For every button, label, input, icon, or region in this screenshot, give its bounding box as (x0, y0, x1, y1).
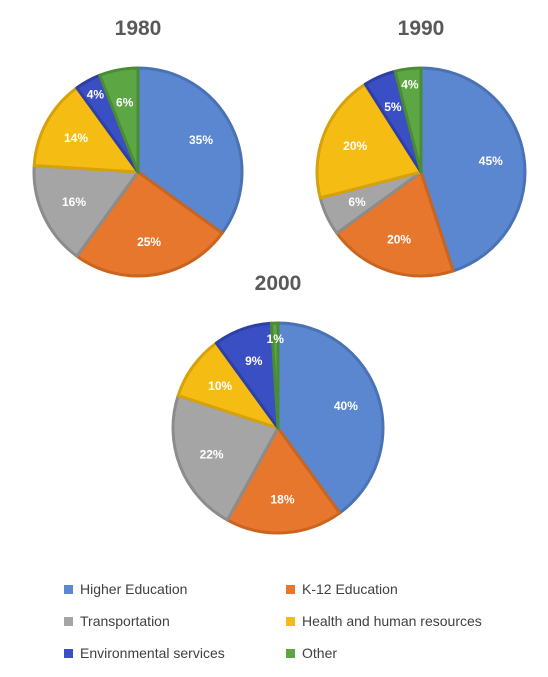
data-label-environmental-services: 5% (384, 100, 402, 114)
legend-item-higher-education: Higher Education (64, 580, 286, 598)
legend-label: Transportation (80, 613, 170, 629)
data-label-k-12-education: 25% (137, 235, 161, 249)
data-label-other: 1% (267, 332, 285, 346)
pie-chart-2000: 40% 18% 22% 10% 9% 1% (171, 321, 385, 535)
legend: Higher Education K-12 Education Transpor… (64, 580, 534, 662)
data-label-higher-education: 35% (189, 133, 213, 147)
legend-swatch (64, 584, 73, 594)
data-label-other: 6% (116, 96, 134, 110)
pie-slice-higher-education (276, 321, 385, 515)
data-label-health-and-human-resources: 10% (208, 379, 232, 393)
legend-label: Environmental services (80, 645, 225, 661)
pie-slice-k-12-education (335, 170, 455, 278)
data-label-health-and-human-resources: 20% (343, 139, 367, 153)
data-label-health-and-human-resources: 14% (64, 131, 88, 145)
legend-swatch (64, 616, 73, 626)
pie-slice-k-12-education (75, 170, 224, 278)
legend-swatch (286, 648, 295, 658)
legend-label: Higher Education (80, 581, 188, 597)
pie-chart-1980: 35% 25% 16% 14% 4% 6% (32, 66, 244, 278)
data-label-environmental-services: 9% (245, 354, 263, 368)
legend-item-transportation: Transportation (64, 612, 286, 630)
pie-slice-transportation (32, 163, 140, 258)
legend-item-health-human-resources: Health and human resources (286, 612, 526, 630)
legend-swatch (64, 648, 73, 658)
pie-chart-1990: 45% 20% 6% 20% 5% 4% (315, 66, 527, 278)
data-label-k-12-education: 20% (387, 232, 411, 246)
legend-swatch (286, 584, 295, 594)
legend-label: K-12 Education (302, 581, 398, 597)
data-label-transportation: 16% (62, 195, 86, 209)
data-label-k-12-education: 18% (270, 492, 294, 506)
pie-slice-other (393, 66, 423, 174)
legend-item-k12-education: K-12 Education (286, 580, 526, 598)
data-label-higher-education: 40% (334, 399, 358, 413)
pie-slice-other (98, 66, 140, 174)
data-label-higher-education: 45% (479, 154, 503, 168)
pie-slice-other (269, 321, 280, 430)
pie-slice-transportation (171, 394, 280, 522)
legend-label: Health and human resources (302, 613, 482, 629)
chart-title-2000: 2000 (255, 272, 302, 295)
pie-slice-k-12-education (225, 426, 342, 535)
legend-item-environmental-services: Environmental services (64, 644, 286, 662)
data-label-environmental-services: 4% (87, 88, 105, 102)
chart-title-1990: 1990 (398, 17, 445, 40)
data-label-transportation: 22% (200, 447, 224, 461)
chart-title-1980: 1980 (115, 17, 162, 40)
data-label-transportation: 6% (348, 195, 366, 209)
pie-slice-health-and-human-resources (315, 82, 423, 200)
pie-slice-health-and-human-resources (32, 86, 140, 174)
legend-label: Other (302, 645, 338, 661)
legend-swatch (286, 616, 295, 626)
pie-slice-higher-education (419, 66, 527, 273)
pie-slice-higher-education (136, 66, 244, 235)
data-label-other: 4% (401, 77, 419, 91)
legend-item-other: Other (286, 644, 526, 662)
